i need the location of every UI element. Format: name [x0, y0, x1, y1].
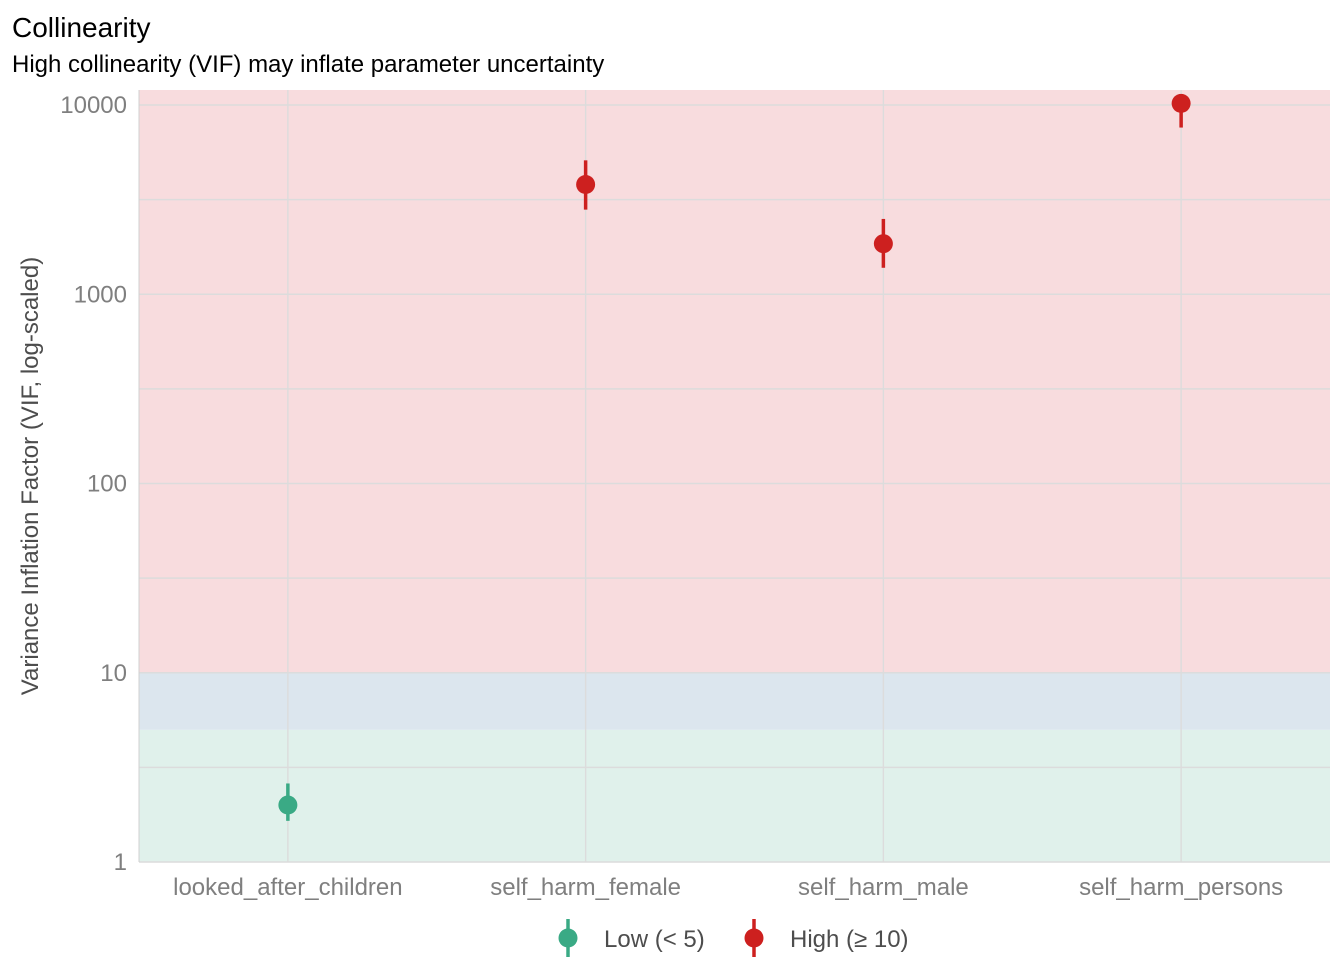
chart-title: Collinearity: [12, 12, 151, 43]
point-self_harm_persons: [1171, 93, 1191, 113]
y-tick-label: 1000: [74, 281, 127, 308]
x-tick-labels: looked_after_children self_harm_female sel…: [173, 874, 1283, 901]
x-tick-label: looked_after_children: [173, 874, 403, 901]
legend: Low (< 5) High (≥ 10): [558, 919, 909, 957]
y-tick-label: 10: [100, 660, 127, 687]
chart-subtitle: High collinearity (VIF) may inflate para…: [12, 51, 604, 78]
legend-label: High (≥ 10): [790, 926, 909, 953]
legend-item-0: Low (< 5): [558, 919, 705, 957]
band-low: [139, 729, 1330, 862]
x-tick-label: self_harm_persons: [1079, 874, 1283, 901]
vif-bands: [139, 90, 1330, 862]
legend-key-point: [744, 928, 764, 948]
x-tick-label: self_harm_female: [490, 874, 681, 901]
x-tick-label: self_harm_male: [798, 874, 969, 901]
point-looked_after_children: [278, 795, 298, 815]
legend-item-1: High (≥ 10): [744, 919, 909, 957]
legend-key-point: [558, 928, 578, 948]
y-tick-label: 100: [87, 471, 127, 498]
y-tick-label: 10000: [60, 92, 127, 119]
band-moderate: [139, 672, 1330, 730]
y-tick-label: 1: [114, 849, 127, 876]
y-tick-labels: 1 10 100 1000 10000: [60, 92, 127, 876]
point-self_harm_female: [576, 175, 596, 195]
band-high: [139, 90, 1330, 673]
y-axis-title: Variance Inflation Factor (VIF, log-scal…: [17, 257, 44, 695]
vif-points: [278, 93, 1191, 821]
gridlines: [138, 90, 1330, 863]
point-self_harm_male: [873, 234, 893, 254]
legend-label: Low (< 5): [604, 926, 705, 953]
